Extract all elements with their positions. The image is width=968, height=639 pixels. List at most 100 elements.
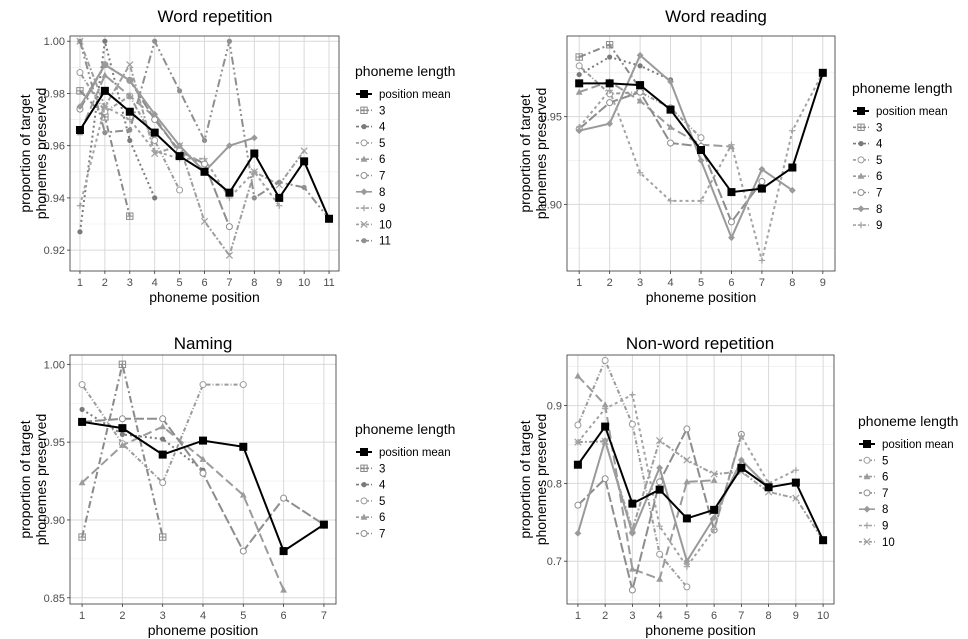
data-point xyxy=(276,202,283,209)
data-point xyxy=(728,234,735,242)
data-point xyxy=(102,38,108,44)
x-axis-label: phoneme position xyxy=(645,622,756,638)
data-point xyxy=(656,436,664,445)
mean-point xyxy=(279,547,288,556)
mean-point xyxy=(199,436,207,445)
data-point xyxy=(601,475,609,483)
legend-label: 8 xyxy=(882,504,888,516)
data-point xyxy=(788,186,796,194)
legend-entry: 4 xyxy=(356,480,386,492)
data-point xyxy=(152,38,158,44)
y-tick-label: 0.96 xyxy=(44,141,65,153)
data-point xyxy=(656,522,663,530)
data-point xyxy=(301,184,307,191)
x-tick-label: 4 xyxy=(152,277,158,289)
data-point xyxy=(200,217,209,226)
y-tick-label: 0.8 xyxy=(547,478,562,490)
legend-entry: position mean xyxy=(853,106,948,118)
x-tick-label: 3 xyxy=(629,610,635,622)
data-point xyxy=(239,547,247,555)
data-point xyxy=(102,130,108,136)
data-point xyxy=(101,61,109,69)
data-point xyxy=(159,415,167,423)
y-tick-label: 1.00 xyxy=(44,359,65,371)
legend-key-marker xyxy=(857,123,865,131)
data-point xyxy=(126,212,134,220)
data-point xyxy=(251,195,257,201)
legend-label: 7 xyxy=(876,188,882,200)
legend-label: position mean xyxy=(882,439,954,451)
legend-label: position mean xyxy=(379,89,451,101)
data-point xyxy=(574,529,582,537)
data-point xyxy=(683,456,691,464)
legend-entry: 4 xyxy=(853,139,883,151)
data-point xyxy=(126,76,134,84)
data-point xyxy=(118,441,126,448)
data-point xyxy=(276,179,282,185)
data-point xyxy=(601,437,609,445)
data-point xyxy=(151,149,159,158)
data-point xyxy=(119,431,125,437)
data-point xyxy=(737,456,745,464)
legend-entry: 7 xyxy=(356,529,385,541)
legend-label: 4 xyxy=(379,122,386,134)
y-axis-label: proportion of targetphonemes preserved xyxy=(17,414,49,546)
legend-entry: 7 xyxy=(859,488,888,500)
mean-point xyxy=(239,442,248,451)
y-tick-label: 0.92 xyxy=(44,245,65,257)
data-point xyxy=(601,405,609,412)
legend-key-marker xyxy=(360,448,368,456)
x-tick-label: 7 xyxy=(321,610,327,622)
x-tick-label: 3 xyxy=(127,277,133,289)
data-point xyxy=(226,38,233,44)
legend-label: 6 xyxy=(876,171,882,183)
legend-entry: position mean xyxy=(356,447,451,459)
data-point xyxy=(575,53,583,61)
legend-entry: 8 xyxy=(859,504,888,516)
mean-point xyxy=(300,157,309,166)
series-line xyxy=(577,375,715,581)
x-tick-label: 4 xyxy=(200,610,206,622)
y-tick-label: 0.98 xyxy=(44,88,65,100)
data-point xyxy=(101,102,109,111)
data-point xyxy=(656,478,664,486)
data-point xyxy=(710,526,718,533)
legend-key-marker xyxy=(360,90,368,98)
legend-label: 10 xyxy=(882,537,895,549)
series-line xyxy=(81,425,285,591)
mean-point xyxy=(737,463,746,472)
series-length-6 xyxy=(78,422,288,593)
data-point xyxy=(78,479,86,486)
data-point xyxy=(697,134,705,142)
chart-panel-1: 0.92 0.94 0.96 0.98 1.00 1 2 3 4 5 6 7 8 9 10 11 Word re… xyxy=(17,7,455,305)
x-tick-label: 3 xyxy=(160,610,166,622)
x-tick-label: 4 xyxy=(657,610,663,622)
mean-point xyxy=(788,163,797,172)
series-position-mean xyxy=(573,422,828,545)
data-point xyxy=(628,525,637,533)
data-point xyxy=(76,103,84,110)
legend-key-marker xyxy=(863,522,871,529)
mean-point xyxy=(655,485,664,494)
y-tick-label: 0.9 xyxy=(547,401,562,413)
data-point xyxy=(574,438,582,446)
panel-border xyxy=(69,35,340,272)
legend-label: 7 xyxy=(379,171,385,183)
legend-entry: 6 xyxy=(859,472,888,484)
legend-key-marker xyxy=(360,106,368,114)
series-length-7 xyxy=(574,425,745,594)
series-line xyxy=(577,439,824,541)
mean-line xyxy=(577,424,825,541)
data-point xyxy=(629,391,636,398)
y-tick-label: 0.90 xyxy=(44,515,65,527)
legend-label: 5 xyxy=(876,155,882,167)
data-point xyxy=(225,223,233,231)
legend-key-marker xyxy=(857,205,865,213)
mean-point xyxy=(125,107,134,116)
x-tick-label: 9 xyxy=(820,277,826,289)
legend-label: 9 xyxy=(882,521,888,533)
x-axis-label: phoneme position xyxy=(148,622,259,638)
data-point xyxy=(576,71,582,78)
data-point xyxy=(574,501,582,509)
legend-entry: 5 xyxy=(356,138,385,150)
